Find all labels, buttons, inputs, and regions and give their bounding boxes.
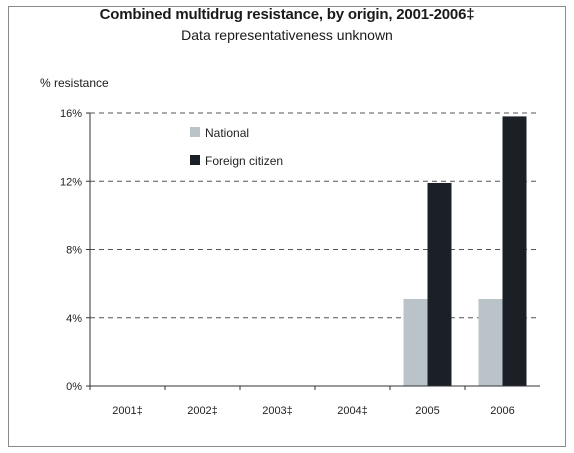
legend-label: Foreign citizen [205,154,283,168]
y-tick-label: 8% [66,245,82,257]
chart-subtitle: Data representativeness unknown [181,27,393,43]
x-tick-label: 2002‡ [187,405,218,417]
x-tick-label: 2004‡ [337,405,368,417]
x-tick-label: 2001‡ [112,405,143,417]
bar-national-2005 [403,298,428,386]
chart-frame [8,6,566,447]
legend-swatch [190,155,200,165]
bar-foreign-citizen-2006 [502,116,527,386]
x-tick-label: 2005 [415,405,439,417]
y-axis-label: % resistance [40,76,109,90]
chart-title: Combined multidrug resistance, by origin… [99,6,475,23]
legend-label: National [205,126,249,140]
x-tick-label: 2006 [490,405,514,417]
y-tick-label: 0% [66,381,82,393]
bar-national-2006 [478,298,503,386]
y-tick-label: 12% [60,176,82,188]
bar-foreign-citizen-2005 [427,182,452,386]
x-tick-label: 2003‡ [262,405,293,417]
legend-swatch [190,127,200,137]
y-tick-label: 4% [66,313,82,325]
y-tick-label: 16% [60,108,82,120]
